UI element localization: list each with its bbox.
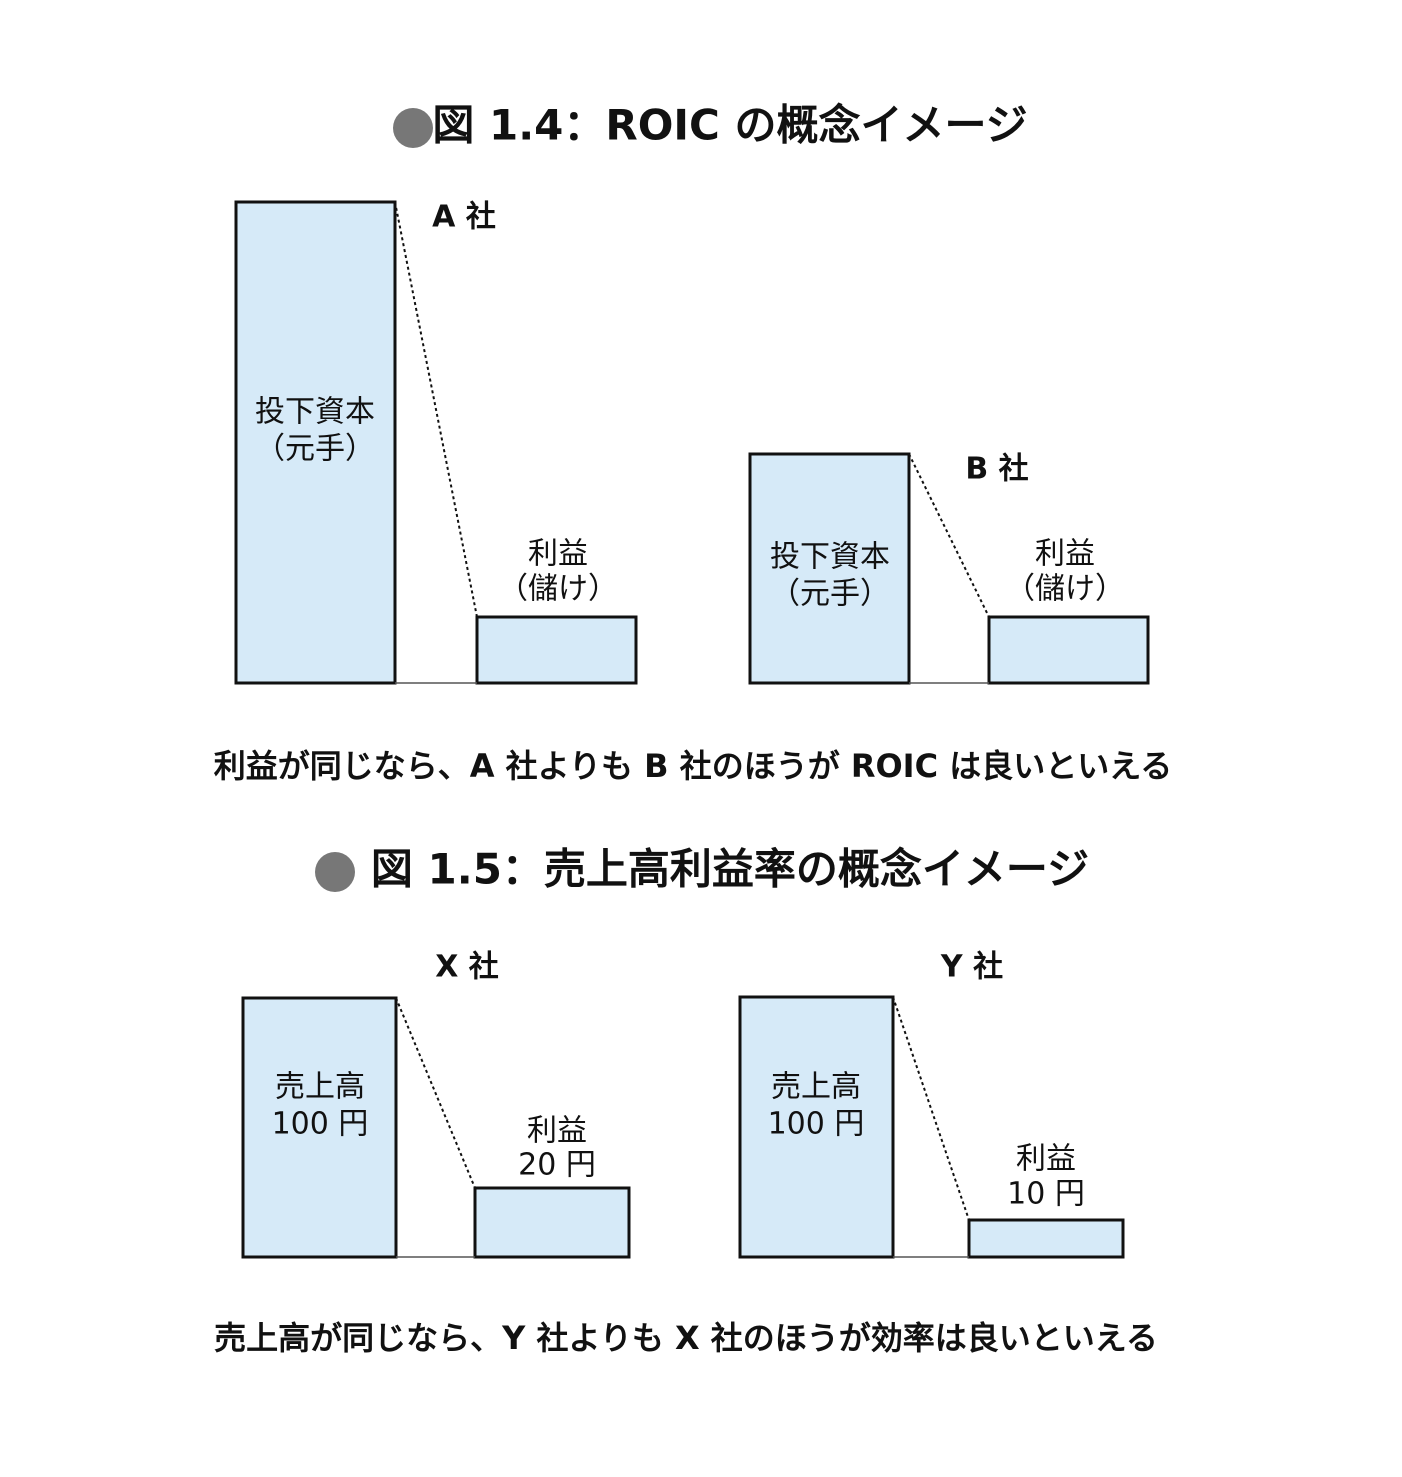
box-label: （元手） <box>770 577 890 612</box>
box-label: 100 円 <box>272 1107 369 1142</box>
box-label: 売上高 <box>771 1070 861 1105</box>
bullet <box>393 108 433 148</box>
box-label: 売上高 <box>275 1070 365 1105</box>
figure-title: 図 1.5：売上高利益率の概念イメージ <box>371 845 1089 894</box>
box-label: 20 円 <box>518 1148 596 1183</box>
connector <box>908 453 990 618</box>
box-label: 利益 <box>527 1114 587 1149</box>
caption: 利益が同じなら、A 社よりも B 社のほうが ROIC は良いといえる <box>214 747 1173 785</box>
figure-title: 図 1.4：ROIC の概念イメージ <box>432 101 1027 150</box>
bullet <box>315 852 355 892</box>
box-label: 100 円 <box>768 1107 865 1142</box>
box <box>473 1186 631 1259</box>
box <box>987 615 1150 685</box>
company-label: Y 社 <box>940 950 1003 985</box>
box-label: （儲け） <box>1005 572 1125 607</box>
box-label: 投下資本 <box>255 395 375 430</box>
company-label: A 社 <box>432 200 496 235</box>
caption: 売上高が同じなら、Y 社よりも X 社のほうが効率は良いといえる <box>214 1319 1158 1357</box>
box <box>234 200 397 685</box>
company-label: X 社 <box>435 950 499 985</box>
box-label: 利益 <box>1035 537 1095 572</box>
box-label: 利益 <box>1016 1142 1076 1177</box>
box <box>475 615 638 685</box>
company-label: B 社 <box>965 452 1028 487</box>
connector <box>394 201 478 618</box>
box-label: 10 円 <box>1007 1177 1085 1212</box>
connector <box>395 997 476 1189</box>
box-label: 利益 <box>528 537 588 572</box>
box-label: 投下資本 <box>770 540 890 575</box>
box-label: （儲け） <box>498 572 618 607</box>
box <box>748 452 911 685</box>
connector <box>892 996 970 1221</box>
box <box>241 996 398 1259</box>
box-label: （元手） <box>255 432 375 467</box>
box <box>738 995 895 1259</box>
box <box>967 1218 1125 1259</box>
